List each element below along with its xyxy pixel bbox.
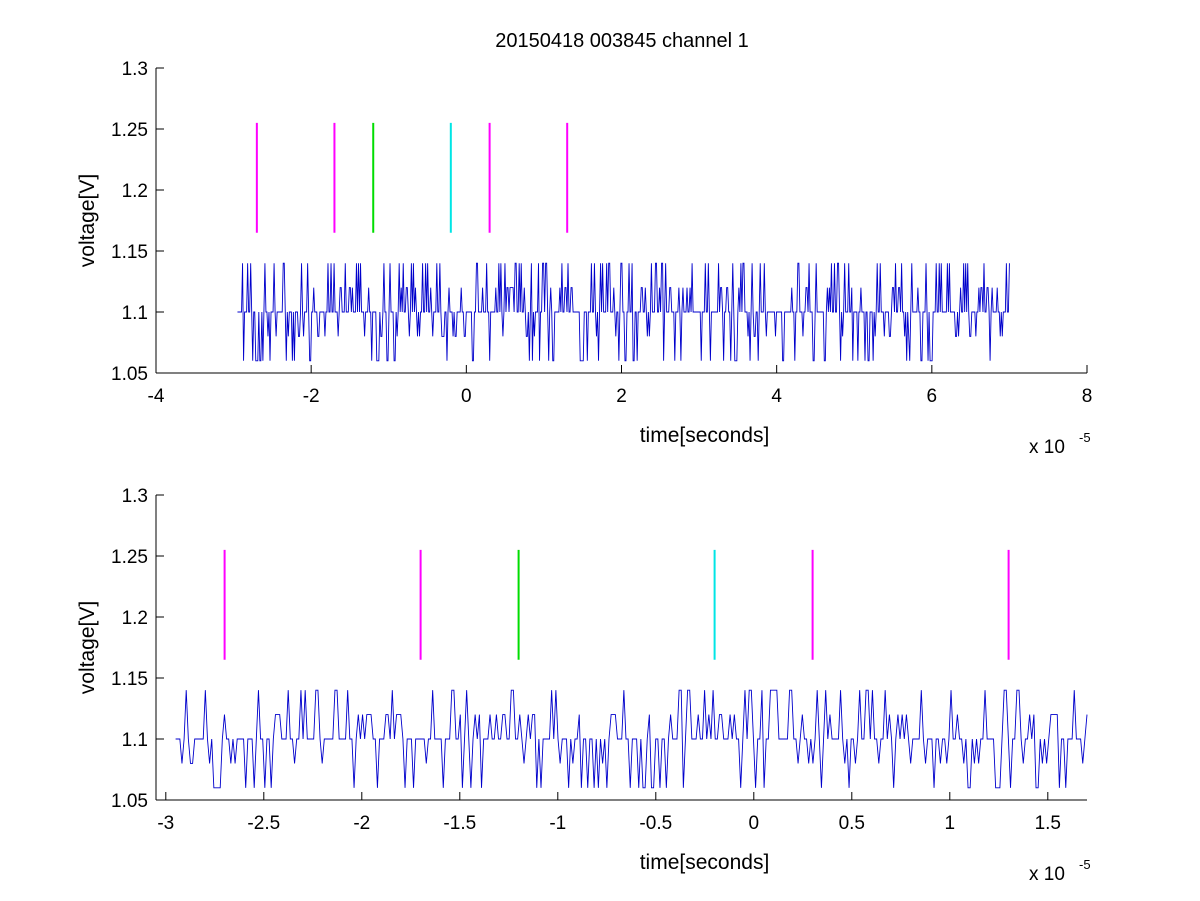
y-tick-label: 1.3 bbox=[122, 59, 148, 80]
x-tick-label: 4 bbox=[771, 386, 782, 407]
y-tick-label: 1.2 bbox=[122, 181, 148, 202]
top-plot: 1.05 1.1 1.15 1.2 1.25 1.3 -4 -2 0 2 4 6 8 time[secon… bbox=[76, 59, 1092, 458]
y-tick-label: 1.25 bbox=[111, 120, 148, 141]
bottom-plot: 1.05 1.1 1.15 1.2 1.25 1.3 -3 -2.5 -2 -1.5 -1 -0.5 0… bbox=[76, 486, 1091, 885]
x-exponent-value: -5 bbox=[1079, 430, 1091, 445]
x-tick-label: 0 bbox=[461, 386, 472, 407]
figure-title: 20150418 003845 channel 1 bbox=[495, 30, 749, 52]
x-tick-label: 1.5 bbox=[1035, 813, 1061, 834]
x-tick-label: 0 bbox=[749, 813, 760, 834]
x-tick-label: 1 bbox=[945, 813, 956, 834]
x-axis-label: time[seconds] bbox=[640, 851, 770, 874]
x-axis-label: time[seconds] bbox=[640, 424, 770, 447]
y-tick-label: 1.1 bbox=[122, 730, 148, 751]
signal-trace bbox=[175, 689, 1088, 789]
x-tick-label: -1 bbox=[549, 813, 566, 834]
x-exponent-value: -5 bbox=[1079, 857, 1091, 872]
y-tick-label: 1.3 bbox=[122, 486, 148, 507]
x-tick-label: -1.5 bbox=[443, 813, 476, 834]
x-tick-label: -0.5 bbox=[639, 813, 672, 834]
x-tick-label: -2 bbox=[353, 813, 370, 834]
x-tick-label: 6 bbox=[927, 386, 938, 407]
x-tick-label: 0.5 bbox=[839, 813, 865, 834]
x-tick-label: -3 bbox=[157, 813, 174, 834]
y-tick-label: 1.1 bbox=[122, 303, 148, 324]
y-tick-label: 1.2 bbox=[122, 608, 148, 629]
x-exponent-label: x 10 bbox=[1029, 864, 1065, 885]
x-tick-label: 2 bbox=[616, 386, 627, 407]
x-tick-label: 8 bbox=[1082, 386, 1093, 407]
x-exponent-label: x 10 bbox=[1029, 437, 1065, 458]
signal-trace bbox=[237, 262, 1010, 362]
y-tick-label: 1.25 bbox=[111, 547, 148, 568]
x-tick-label: -2 bbox=[303, 386, 320, 407]
y-tick-label: 1.15 bbox=[111, 242, 148, 263]
y-axis-label: voltage[V] bbox=[76, 174, 99, 267]
y-tick-label: 1.05 bbox=[111, 791, 148, 812]
x-tick-label: -2.5 bbox=[247, 813, 280, 834]
y-tick-label: 1.15 bbox=[111, 669, 148, 690]
y-tick-label: 1.05 bbox=[111, 364, 148, 385]
y-axis-label: voltage[V] bbox=[76, 601, 99, 694]
x-tick-label: -4 bbox=[148, 386, 165, 407]
